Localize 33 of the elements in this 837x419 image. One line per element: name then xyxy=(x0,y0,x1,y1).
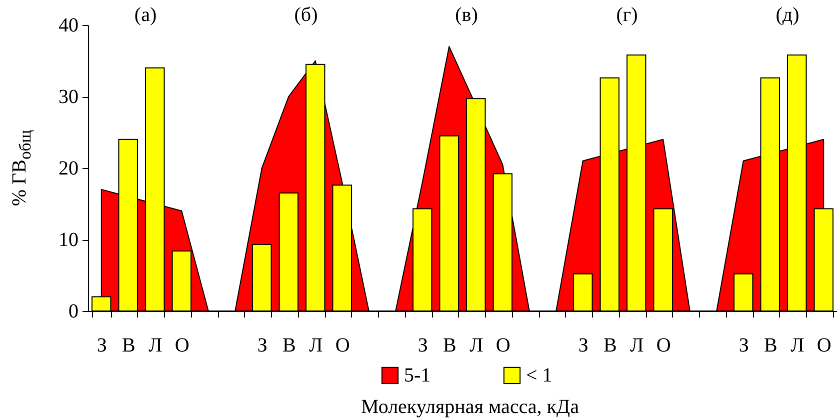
x-tick-label: В xyxy=(282,334,296,356)
annotation: (а) xyxy=(134,4,157,26)
legend-label: 5-1 xyxy=(404,364,431,386)
x-tick-label: О xyxy=(656,334,671,356)
x-tick-label: З xyxy=(578,334,588,356)
y-tick-label: 40 xyxy=(58,14,78,36)
x-axis-title: Молекулярная масса, кДа xyxy=(361,396,579,419)
x-tick-label: З xyxy=(257,334,268,356)
y-tick-label: 20 xyxy=(58,158,78,180)
x-tick-label: В xyxy=(122,334,136,356)
x-tick-label: З xyxy=(418,334,428,356)
x-tick-label: О xyxy=(335,334,350,356)
annotation: (г) xyxy=(616,4,638,26)
x-tick-label: В xyxy=(442,334,456,356)
x-tick-label: Л xyxy=(630,334,644,356)
x-tick-label: О xyxy=(174,334,190,356)
annotation: (б) xyxy=(294,4,318,26)
x-tick-label: Л xyxy=(309,334,323,356)
x-tick-label: В xyxy=(603,334,617,356)
x-tick-label: Л xyxy=(470,334,484,356)
annotation: (д) xyxy=(776,4,800,26)
y-tick-label: 10 xyxy=(58,229,78,251)
x-tick-label: З xyxy=(96,334,107,356)
x-tick-label: О xyxy=(816,334,832,356)
x-tick-label: Л xyxy=(148,334,162,356)
legend-label: < 1 xyxy=(526,364,552,386)
x-tick-label: З xyxy=(738,334,749,356)
annotation: (в) xyxy=(455,4,478,26)
x-tick-label: Л xyxy=(790,334,804,356)
y-tick-label: 30 xyxy=(58,86,78,108)
y-tick-label: 0 xyxy=(68,300,78,322)
x-tick-label: В xyxy=(764,334,778,356)
x-tick-label: О xyxy=(496,334,510,356)
